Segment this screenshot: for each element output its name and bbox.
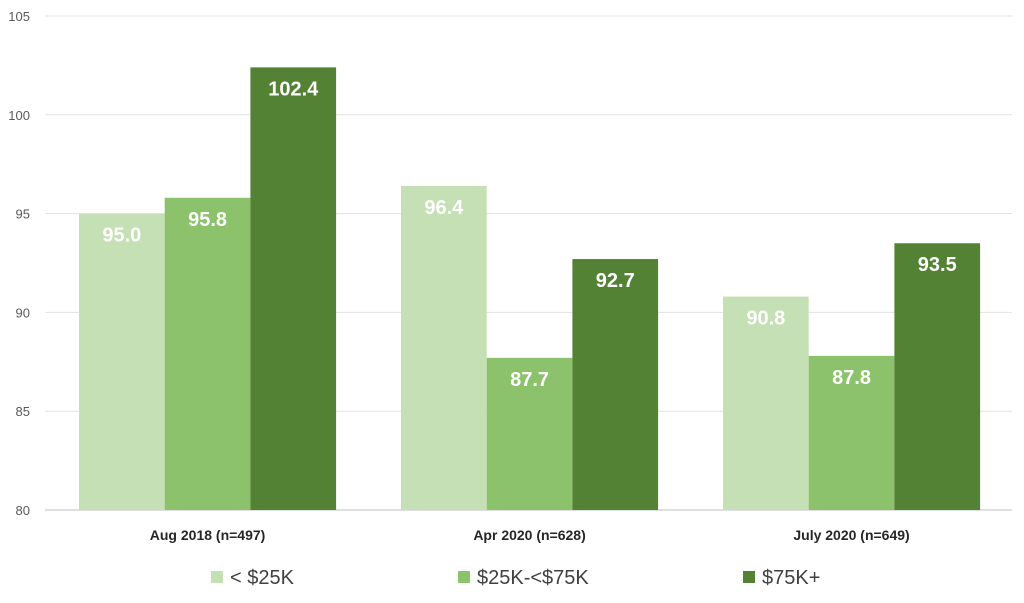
data-label: 95.8 — [188, 209, 227, 231]
bar — [164, 197, 251, 511]
data-label: 93.5 — [918, 254, 957, 276]
y-tick-label: 85 — [16, 404, 30, 419]
y-tick-label: 80 — [16, 503, 30, 518]
data-label: 95.0 — [102, 225, 141, 247]
data-labels: 95.0 95.8 102.4 96.4 87.7 92.7 90.8 87.8 93.5 — [102, 78, 956, 390]
legend-label: $75K+ — [762, 567, 820, 589]
data-label: 96.4 — [424, 197, 464, 219]
legend-label: < $25K — [230, 567, 295, 589]
data-label: 90.8 — [746, 308, 785, 330]
data-label: 92.7 — [596, 270, 635, 292]
y-tick-label: 90 — [16, 305, 30, 320]
bar — [486, 357, 573, 510]
legend-swatch — [458, 571, 470, 583]
bar — [572, 259, 659, 510]
data-label: 102.4 — [268, 78, 319, 100]
bar — [808, 355, 895, 510]
bars — [79, 67, 981, 511]
bar — [79, 213, 165, 510]
x-category-label: July 2020 (n=649) — [793, 527, 909, 543]
y-axis-ticks: 80 85 90 95 100 105 — [8, 9, 30, 518]
bar — [894, 243, 981, 511]
x-axis-categories: Aug 2018 (n=497) Apr 2020 (n=628) July 202… — [150, 527, 910, 543]
y-tick-label: 95 — [16, 207, 30, 222]
bar — [401, 185, 487, 510]
y-tick-label: 105 — [8, 9, 30, 24]
x-category-label: Apr 2020 (n=628) — [473, 527, 585, 543]
x-category-label: Aug 2018 (n=497) — [150, 527, 266, 543]
data-label: 87.7 — [510, 369, 549, 391]
legend-label: $25K-<$75K — [477, 567, 589, 589]
legend-swatch — [211, 571, 223, 583]
legend-swatch — [743, 571, 755, 583]
legend: < $25K $25K-<$75K $75K+ — [211, 567, 820, 589]
bar — [723, 296, 809, 510]
y-tick-label: 100 — [8, 108, 30, 123]
data-label: 87.8 — [832, 367, 871, 389]
bar — [250, 67, 337, 510]
